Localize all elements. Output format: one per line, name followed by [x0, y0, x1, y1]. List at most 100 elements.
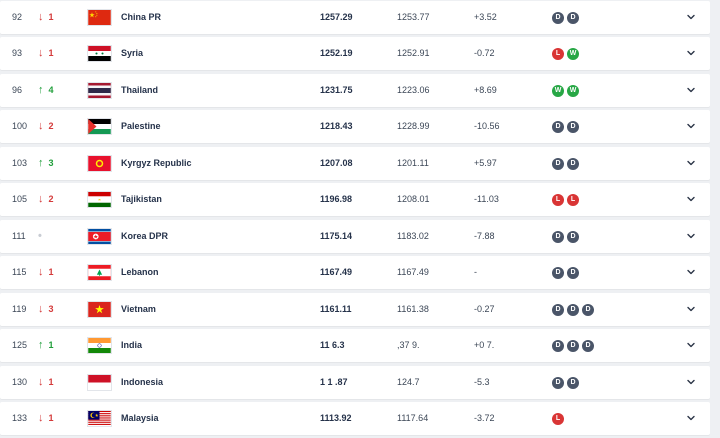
table-row-malaysia[interactable]: 133 ↓ 1 Malaysia 1113.92 1117.64 -3.72 L — [0, 402, 710, 435]
korea-dpr-flag — [87, 228, 112, 245]
form-badge-draw: D — [552, 12, 564, 24]
movement-value: 1 — [48, 377, 54, 387]
form-badge-draw: D — [567, 121, 579, 133]
india-flag — [87, 337, 112, 354]
form-badge-draw: D — [552, 267, 564, 279]
vietnam-flag — [87, 301, 112, 318]
malaysia-flag — [87, 410, 112, 427]
chevron-down-icon[interactable] — [686, 85, 696, 95]
total-points: 1175.14 — [320, 231, 353, 241]
team-name[interactable]: Indonesia — [121, 377, 164, 387]
rank-value: 92 — [12, 12, 23, 22]
rank-value: 103 — [12, 158, 28, 168]
arrow-down-icon: ↓ — [38, 47, 44, 59]
chevron-down-icon[interactable] — [686, 231, 696, 241]
team-name[interactable]: India — [121, 340, 143, 350]
palestine-flag — [87, 118, 112, 135]
form-badge-win: W — [567, 48, 579, 60]
total-points: 1252.19 — [320, 48, 353, 58]
rank-value: 93 — [12, 48, 23, 58]
form-badge-loss: L — [552, 194, 564, 206]
rank-movement: ↑ 1 — [38, 329, 68, 362]
team-name[interactable]: Kyrgyz Republic — [121, 158, 192, 168]
previous-points: 1117.64 — [397, 413, 429, 423]
points-difference: -11.03 — [474, 194, 499, 204]
points-difference: +5.97 — [474, 158, 497, 168]
points-difference: +8.69 — [474, 85, 497, 95]
movement-value: 1 — [48, 267, 54, 277]
form-badge-draw: D — [552, 158, 564, 170]
rank-movement: • — [38, 220, 68, 253]
chevron-down-icon[interactable] — [686, 48, 696, 58]
chevron-down-icon[interactable] — [686, 158, 696, 168]
form-badge-win: W — [552, 85, 564, 97]
team-name[interactable]: Syria — [121, 48, 144, 58]
chevron-down-icon[interactable] — [686, 340, 696, 350]
previous-points: 1161.38 — [397, 304, 429, 314]
points-difference: +0 7. — [474, 340, 495, 350]
total-points: 1218.43 — [320, 121, 353, 131]
points-difference: -0.27 — [474, 304, 495, 314]
arrow-down-icon: ↓ — [38, 193, 44, 205]
points-difference: -5.3 — [474, 377, 490, 387]
total-points: 1113.92 — [320, 413, 352, 423]
previous-points: 1228.99 — [397, 121, 430, 131]
form-badge-draw: D — [567, 158, 579, 170]
team-name[interactable]: Korea DPR — [121, 231, 169, 241]
rank-value: 119 — [12, 304, 27, 314]
form-badge-draw: D — [552, 231, 564, 243]
chevron-down-icon[interactable] — [686, 194, 696, 204]
chevron-down-icon[interactable] — [686, 121, 696, 131]
previous-points: 1253.77 — [397, 12, 430, 22]
form-badge-draw: D — [567, 377, 579, 389]
team-name[interactable]: Palestine — [121, 121, 161, 131]
team-name[interactable]: Thailand — [121, 85, 159, 95]
points-difference: +3.52 — [474, 12, 497, 22]
rank-value: 105 — [12, 194, 28, 204]
arrow-down-icon: ↓ — [38, 11, 44, 23]
previous-points: 1183.02 — [397, 231, 429, 241]
team-name[interactable]: Lebanon — [121, 267, 159, 277]
chevron-down-icon[interactable] — [686, 304, 696, 314]
arrow-up-icon: ↑ — [38, 84, 44, 96]
kyrgyzstan-flag — [87, 155, 112, 172]
table-row-kyrgyz-republic[interactable]: 103 ↑ 3 Kyrgyz Republic 1207.08 1201.11 +… — [0, 147, 710, 180]
rank-movement: ↓ 3 — [38, 293, 68, 326]
total-points: 11 6.3 — [320, 340, 345, 350]
chevron-down-icon[interactable] — [686, 377, 696, 387]
table-row-tajikistan[interactable]: 105 ↓ 2 Tajikistan 1196.98 1208.01 -11.03… — [0, 183, 710, 216]
recent-form: L — [552, 413, 567, 425]
movement-value: 3 — [48, 158, 54, 168]
chevron-down-icon[interactable] — [686, 413, 696, 423]
form-badge-draw: D — [582, 304, 594, 316]
previous-points: 124.7 — [397, 377, 420, 387]
chevron-down-icon[interactable] — [686, 12, 696, 22]
movement-value: 1 — [48, 12, 54, 22]
arrow-up-icon: ↑ — [38, 339, 44, 351]
team-name[interactable]: Tajikistan — [121, 194, 162, 204]
team-name[interactable]: Vietnam — [121, 304, 156, 314]
chevron-down-icon[interactable] — [686, 267, 696, 277]
form-badge-draw: D — [567, 12, 579, 24]
team-name[interactable]: China PR — [121, 12, 162, 22]
team-name[interactable]: Malaysia — [121, 413, 159, 423]
table-row-palestine[interactable]: 100 ↓ 2 Palestine 1218.43 1228.99 -10.56 … — [0, 110, 710, 143]
movement-value: 4 — [48, 85, 54, 95]
rank-movement: ↑ 3 — [38, 147, 68, 180]
form-badge-draw: D — [567, 304, 579, 316]
form-badge-draw: D — [567, 231, 579, 243]
